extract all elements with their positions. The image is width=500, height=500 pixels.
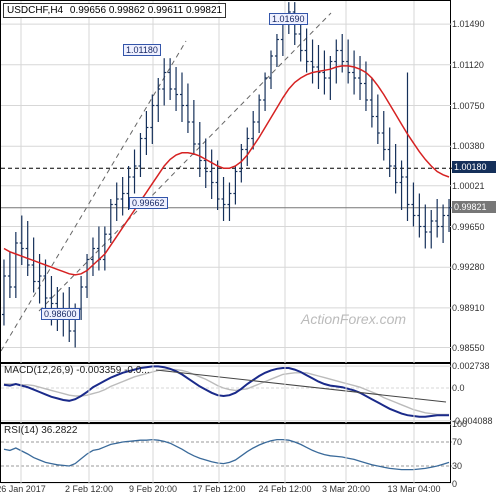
current-price-badge: 0.99821 xyxy=(452,201,496,213)
price-callout: 1.01180 xyxy=(123,44,161,56)
chart-title: USDCHF,H4 0.99656 0.99862 0.99611 0.9982… xyxy=(3,3,226,18)
x-tick: 24 Feb 12:00 xyxy=(258,484,311,494)
y-tick: 1.01120 xyxy=(452,60,496,70)
x-tick: 17 Feb 12:00 xyxy=(192,484,245,494)
symbol: USDCHF,H4 xyxy=(7,5,63,16)
price-chart: USDCHF,H4 0.99656 0.99862 0.99611 0.9982… xyxy=(0,0,451,363)
y-tick: 1.00021 xyxy=(452,181,496,191)
y-tick: 0.98910 xyxy=(452,303,496,313)
macd-panel: MACD(12,26,9) -0.003359 -0.0... -0.00408… xyxy=(0,363,451,423)
x-tick: 3 Mar 20:00 xyxy=(322,484,370,494)
x-tick: 13 Mar 04:00 xyxy=(387,484,440,494)
rsi-ytick: 0 xyxy=(452,479,496,489)
x-tick: 2 Feb 12:00 xyxy=(65,484,113,494)
macd-title: MACD(12,26,9) -0.003359 -0.0... xyxy=(4,365,150,376)
y-tick: 0.99280 xyxy=(452,262,496,272)
macd-ytick: 0.002738 xyxy=(452,361,496,371)
price-callout: 0.98600 xyxy=(41,308,80,320)
price-callout: 1.01690 xyxy=(269,13,308,25)
y-tick: 0.99650 xyxy=(452,222,496,232)
rsi-ytick: 30 xyxy=(452,461,496,471)
price-callout: 0.99662 xyxy=(129,197,168,209)
y-tick: 1.01490 xyxy=(452,19,496,29)
y-tick: 1.00750 xyxy=(452,101,496,111)
y-tick: 0.98550 xyxy=(452,343,496,353)
rsi-title: RSI(14) 36.2822 xyxy=(4,425,77,436)
macd-ytick: 0.0 xyxy=(452,383,496,393)
highlight-price-badge: 1.00180 xyxy=(452,161,496,173)
rsi-ytick: 70 xyxy=(452,437,496,447)
rsi-panel: RSI(14) 36.2822 0307010026 Jan 20172 Feb… xyxy=(0,423,451,483)
x-tick: 9 Feb 20:00 xyxy=(129,484,177,494)
y-tick: 1.00380 xyxy=(452,141,496,151)
x-tick: 26 Jan 2017 xyxy=(0,484,46,494)
ohlc: 0.99656 0.99862 0.99611 0.99821 xyxy=(70,5,222,16)
rsi-ytick: 100 xyxy=(452,419,496,429)
